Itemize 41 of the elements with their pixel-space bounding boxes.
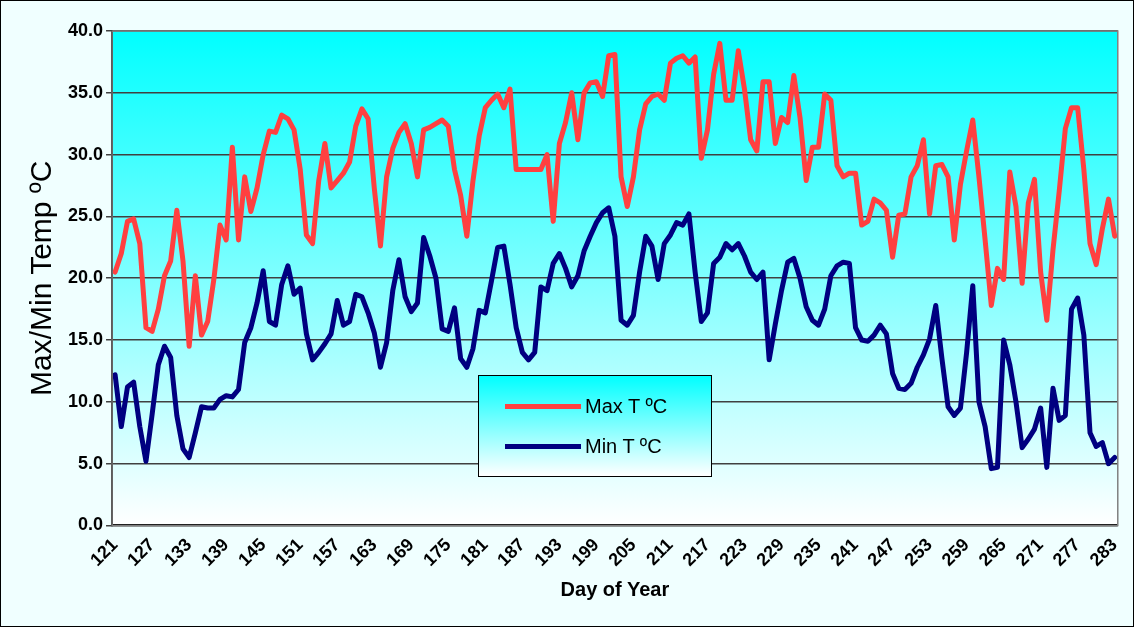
y-tick-label: 25.0 bbox=[67, 205, 104, 226]
x-tick-label: 247 bbox=[863, 534, 899, 570]
x-tick-label: 277 bbox=[1048, 534, 1085, 570]
y-tick-label: 40.0 bbox=[67, 19, 104, 40]
x-tick-label: 283 bbox=[1085, 534, 1122, 570]
x-tick-label: 157 bbox=[308, 534, 344, 570]
y-tick-label: 5.0 bbox=[78, 452, 104, 473]
x-tick-label: 265 bbox=[974, 534, 1010, 570]
x-tick-label: 145 bbox=[234, 534, 270, 570]
x-tick-label: 133 bbox=[160, 534, 196, 570]
y-axis-title: Max/Min Temp ºC bbox=[24, 160, 58, 396]
x-tick-label: 121 bbox=[86, 534, 122, 570]
legend-label: Min T ºC bbox=[585, 434, 662, 458]
x-tick-label: 181 bbox=[456, 534, 492, 570]
x-tick-label: 127 bbox=[123, 534, 159, 570]
y-tick-label: 35.0 bbox=[67, 81, 104, 102]
x-tick-label: 235 bbox=[789, 534, 825, 570]
x-tick-label: 223 bbox=[715, 534, 751, 570]
legend-label: Max T ºC bbox=[585, 394, 668, 418]
x-tick-label: 217 bbox=[678, 534, 714, 570]
x-tick-label: 253 bbox=[900, 534, 936, 570]
x-tick-label: 199 bbox=[567, 534, 603, 570]
x-tick-label: 151 bbox=[271, 534, 307, 570]
y-tick-label: 10.0 bbox=[67, 390, 104, 411]
y-tick-label: 20.0 bbox=[67, 267, 104, 288]
x-tick-label: 241 bbox=[826, 534, 862, 570]
x-tick-label: 229 bbox=[752, 534, 788, 570]
x-tick-label: 169 bbox=[382, 534, 418, 570]
x-tick-label: 259 bbox=[937, 534, 973, 570]
x-tick-label: 205 bbox=[604, 534, 640, 570]
x-tick-label: 175 bbox=[419, 534, 455, 570]
y-tick-label: 30.0 bbox=[67, 143, 104, 164]
x-tick-label: 187 bbox=[493, 534, 529, 570]
x-tick-label: 163 bbox=[345, 534, 381, 570]
y-tick-label: 0.0 bbox=[78, 514, 104, 535]
x-tick-label: 139 bbox=[197, 534, 233, 570]
x-tick-label: 211 bbox=[642, 534, 677, 570]
x-tick-label: 193 bbox=[530, 534, 566, 570]
x-tick-label: 271 bbox=[1011, 534, 1047, 570]
y-tick-label: 15.0 bbox=[67, 329, 104, 350]
x-axis-title: Day of Year bbox=[560, 577, 670, 600]
